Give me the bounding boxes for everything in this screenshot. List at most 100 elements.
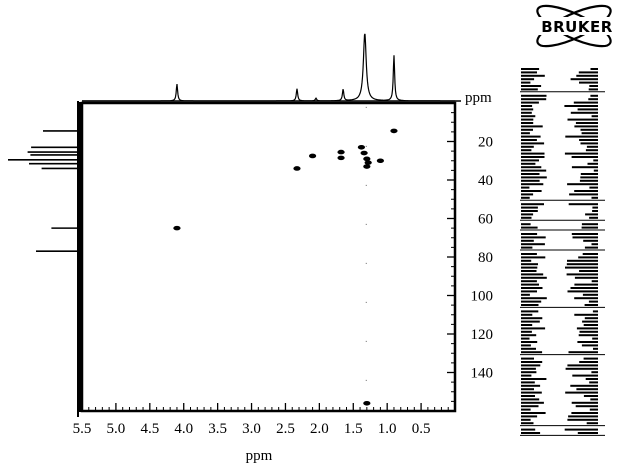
param-name-mark [521, 85, 542, 87]
param-name-mark [521, 162, 536, 165]
param-name-mark [521, 169, 547, 172]
param-value-mark [570, 111, 598, 114]
param-value-mark [577, 108, 598, 111]
param-value-mark [568, 415, 598, 418]
param-value-mark [592, 206, 598, 209]
param-value-mark [567, 290, 598, 293]
param-name-mark [521, 330, 532, 333]
param-value-mark [575, 405, 598, 408]
param-name-mark [521, 186, 530, 189]
param-name-mark [521, 371, 537, 374]
param-name-mark [521, 105, 533, 107]
param-name-mark [521, 101, 539, 104]
param-value-mark [586, 422, 598, 425]
param-value-mark [570, 287, 598, 289]
param-value-mark [589, 408, 598, 411]
x-tick-label: 2.5 [276, 421, 295, 437]
param-name-mark [521, 412, 546, 414]
param-value-mark [574, 283, 598, 286]
param-value-mark [565, 266, 598, 269]
param-value-mark [582, 293, 598, 296]
param-name-mark [521, 115, 536, 118]
param-value-mark [577, 341, 598, 343]
param-value-mark [592, 210, 598, 212]
cross-peak [173, 225, 181, 231]
param-value-mark [587, 162, 598, 165]
param-name-mark [521, 361, 543, 363]
param-value-mark [571, 166, 598, 169]
param-value-mark [564, 428, 598, 431]
param-value-mark [569, 193, 598, 196]
y-tick-label: 40 [478, 173, 493, 189]
cross-peak [337, 149, 345, 155]
param-name-mark [521, 304, 539, 306]
cross-peak [357, 144, 366, 150]
param-value-mark [574, 276, 598, 279]
param-value-mark [580, 176, 598, 179]
cross-peak [390, 128, 398, 134]
param-name-mark [521, 246, 533, 249]
param-name-mark [521, 313, 533, 316]
param-value-mark [572, 374, 598, 377]
param-value-mark [579, 361, 598, 363]
param-value-mark [581, 344, 598, 347]
cross-peak [360, 150, 368, 156]
param-name-mark [521, 236, 546, 239]
param-value-mark [590, 398, 598, 401]
param-name-mark [521, 132, 530, 135]
cross-peak [364, 160, 372, 165]
param-name-mark [521, 320, 540, 323]
param-value-mark [583, 395, 598, 397]
param-value-mark [573, 101, 598, 104]
y-tick-label: 60 [478, 212, 493, 228]
param-name-mark [521, 388, 534, 391]
param-value-mark [580, 128, 598, 131]
param-name-mark [521, 210, 538, 212]
param-value-mark [574, 297, 598, 300]
param-name-mark [521, 203, 544, 206]
param-value-mark [591, 196, 598, 199]
y-axis: 20 40 60 80 100 120 140 [447, 112, 493, 402]
param-name-mark [521, 239, 534, 242]
param-value-mark [581, 226, 598, 229]
param-value-mark [585, 149, 598, 152]
cross-peak [376, 158, 384, 164]
cross-peak [308, 153, 317, 159]
param-value-mark [577, 432, 598, 434]
param-name-mark [521, 391, 542, 394]
cross-peak [363, 164, 371, 169]
param-name-mark [521, 283, 539, 286]
param-value-mark [588, 88, 598, 91]
param-value-mark [570, 384, 598, 387]
param-name-mark [521, 341, 538, 343]
param-value-mark [583, 357, 598, 360]
param-value-mark [578, 256, 598, 259]
y-axis-label: ppm [465, 90, 492, 106]
param-name-mark [521, 98, 547, 101]
param-value-mark [568, 351, 598, 354]
param-value-mark [586, 145, 598, 148]
x-tick-label: 1.5 [344, 421, 363, 437]
param-name-mark [521, 108, 534, 111]
param-value-mark [591, 280, 598, 283]
param-value-mark [591, 243, 598, 246]
param-name-mark [521, 357, 534, 360]
param-value-mark [583, 239, 598, 242]
param-value-mark [582, 320, 598, 323]
param-name-mark [521, 324, 533, 326]
param-name-mark [521, 118, 534, 121]
param-name-mark [521, 94, 547, 97]
param-value-mark [571, 401, 598, 404]
param-value-mark [566, 263, 598, 266]
x-tick-label: 1.0 [378, 421, 397, 437]
param-value-mark [574, 190, 598, 192]
param-value-mark [578, 334, 598, 337]
param-name-mark [521, 263, 538, 266]
param-value-mark [588, 98, 598, 101]
param-value-mark [565, 391, 598, 394]
param-name-mark [521, 266, 538, 269]
param-value-mark [588, 300, 598, 303]
param-name-mark [521, 173, 540, 175]
param-value-mark [590, 68, 598, 70]
